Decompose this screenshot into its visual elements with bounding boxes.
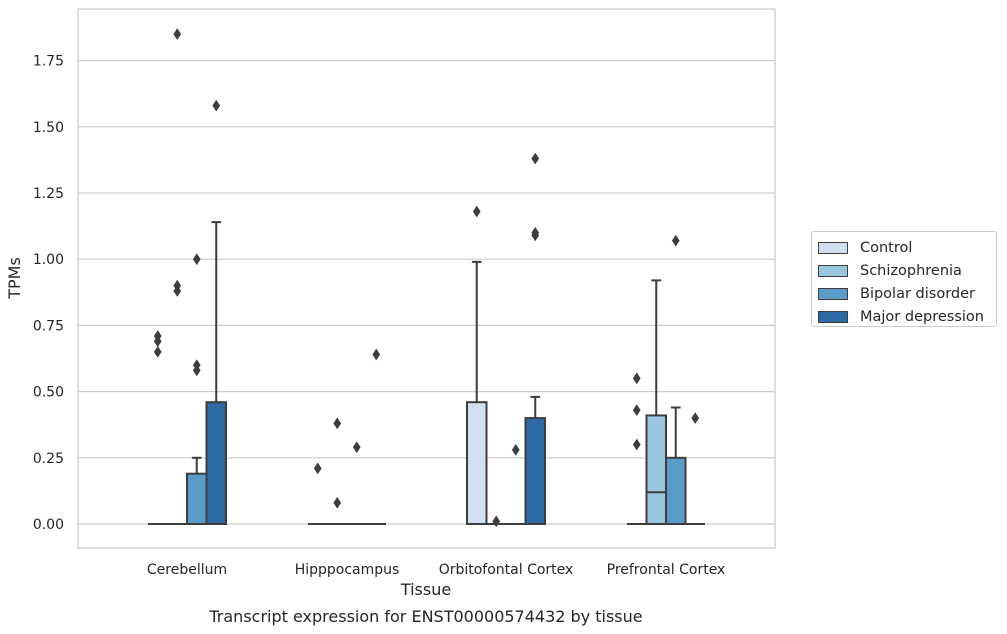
outlier-point (372, 348, 381, 361)
legend-swatch-control (818, 241, 848, 254)
chart-caption: Transcript expression for ENST0000057443… (208, 607, 642, 626)
legend-label: Schizophrenia (860, 262, 962, 279)
outlier-point (333, 496, 342, 509)
legend-swatch-schizophrenia (818, 264, 848, 277)
y-tick-label: 0.50 (33, 385, 64, 401)
boxes (148, 221, 705, 526)
outlier-point (531, 152, 540, 165)
box-group (665, 406, 687, 525)
y-tick-label: 0.75 (33, 318, 64, 334)
legend-item-major-depression[interactable]: Major depression (818, 305, 990, 328)
outlier-point (511, 443, 520, 456)
grid-lines (78, 59, 775, 525)
outlier-point (212, 99, 221, 112)
outlier-point (492, 515, 501, 528)
x-tick-labels: Cerebellum Hipppocampus Orbitofontal Corte… (147, 562, 725, 578)
y-tick-label: 0.25 (33, 451, 64, 467)
legend-label: Major depression (860, 308, 984, 325)
box-body (645, 414, 667, 526)
box-body (186, 472, 208, 525)
y-tick-label: 1.75 (33, 54, 64, 70)
outlier-point (192, 253, 201, 266)
y-tick-label: 1.00 (33, 252, 64, 268)
x-tick-label: Cerebellum (147, 562, 227, 578)
y-tick-label: 1.25 (33, 186, 64, 202)
x-tick-label: Prefrontal Cortex (607, 562, 726, 578)
legend-label: Bipolar disorder (860, 285, 975, 302)
y-axis-label: TPMs (5, 257, 24, 300)
legend-item-bipolar-disorder[interactable]: Bipolar disorder (818, 282, 990, 305)
outlier-point (632, 372, 641, 385)
box-body (524, 417, 546, 525)
box-group (186, 456, 208, 525)
legend-label: Control (860, 239, 913, 256)
box-group (524, 395, 546, 525)
outlier-point (192, 359, 201, 372)
box-group (645, 279, 667, 526)
outlier-point (153, 345, 162, 358)
legend-item-schizophrenia[interactable]: Schizophrenia (818, 259, 990, 282)
y-tick-labels: 0.00 0.25 0.50 0.75 1.00 1.25 1.50 1.75 (33, 54, 64, 533)
box-body (205, 401, 227, 525)
outlier-point (632, 404, 641, 417)
outlier-point (173, 28, 182, 41)
box-body (665, 456, 687, 525)
outlier-point (632, 438, 641, 451)
x-tick-label: Hipppocampus (295, 562, 400, 578)
box-group (205, 221, 227, 525)
outlier-point (313, 462, 322, 475)
legend-item-control[interactable]: Control (818, 236, 990, 259)
legend-swatch-bipolar-disorder (818, 287, 848, 300)
plot-area-frame (77, 8, 776, 549)
box-group (466, 260, 488, 525)
y-tick-label: 0.00 (33, 517, 64, 533)
outliers (153, 28, 700, 528)
outlier-point (472, 205, 481, 218)
outlier-point (153, 330, 162, 342)
x-tick-label: Orbitofontal Cortex (439, 562, 574, 578)
x-axis-label: Tissue (400, 580, 451, 599)
outlier-point (671, 234, 680, 247)
outlier-point (352, 441, 361, 454)
outlier-point (691, 412, 700, 425)
outlier-point (333, 417, 342, 430)
outlier-point (531, 226, 540, 239)
box-body (466, 401, 488, 525)
legend: Control Schizophrenia Bipolar disorder M… (811, 231, 997, 327)
outlier-point (173, 279, 182, 292)
y-tick-label: 1.50 (33, 120, 64, 136)
legend-swatch-major-depression (818, 310, 848, 323)
